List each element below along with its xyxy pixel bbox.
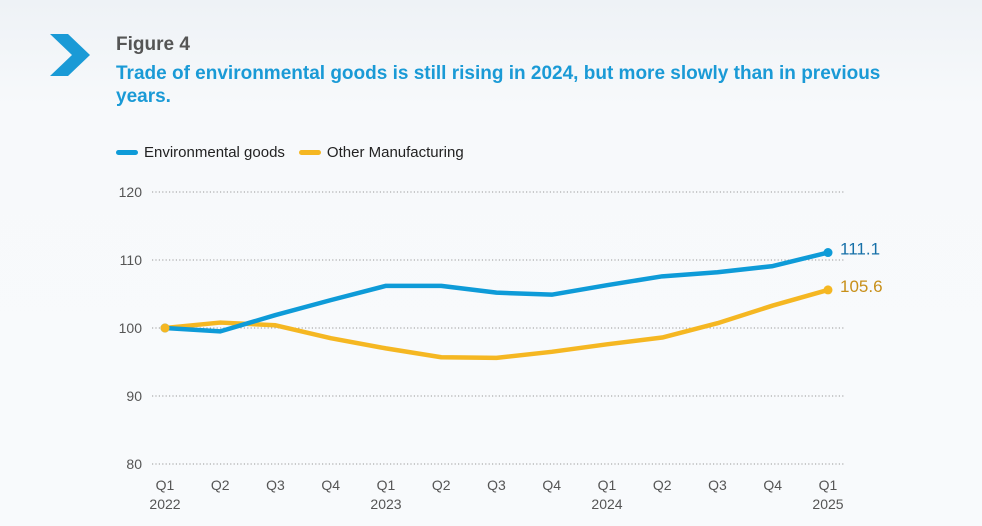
y-tick-label: 80 [126,456,142,472]
series-line [162,287,831,361]
x-tick-label: Q2 [211,477,230,493]
end-point [823,248,833,258]
y-tick-label: 100 [119,320,143,336]
legend-swatch [298,150,321,155]
x-tick-label: Q1 [377,477,396,493]
y-tick-label: 110 [120,252,143,268]
figure-label: Figure 4 [116,34,190,55]
legend: Environmental goods Other Manufacturing [116,144,464,161]
y-tick-label: 90 [126,388,142,404]
chevron-icon [50,34,90,76]
end-point [823,285,833,295]
x-tick-label: Q4 [321,477,340,493]
series-line [162,250,831,334]
x-year-label: 2023 [370,496,401,512]
x-tick-label: Q1 [598,477,617,493]
x-tick-label: Q4 [542,477,561,493]
x-tick-label: Q3 [266,477,285,493]
start-point [160,323,170,333]
x-tick-label: Q1 [819,477,838,493]
x-year-label: 2025 [812,496,843,512]
legend-item-environmental-goods: Environmental goods [116,144,285,161]
end-value-label: 105.6 [840,277,883,296]
legend-swatch [116,150,138,155]
legend-label: Other Manufacturing [326,144,464,161]
x-tick-label: Q3 [708,477,727,493]
legend-item-other-manufacturing: Other Manufacturing [298,144,464,161]
y-tick-label: 120 [119,184,143,200]
chart-title: Trade of environmental goods is still ri… [116,63,881,107]
x-year-label: 2024 [591,496,622,512]
x-tick-label: Q2 [653,477,672,493]
x-tick-label: Q3 [487,477,506,493]
x-tick-label: Q4 [763,477,782,493]
x-tick-label: Q2 [432,477,451,493]
x-year-label: 2022 [149,496,180,512]
x-tick-label: Q1 [156,477,175,493]
legend-label: Environmental goods [144,144,285,161]
end-value-label: 111.1 [840,240,880,259]
